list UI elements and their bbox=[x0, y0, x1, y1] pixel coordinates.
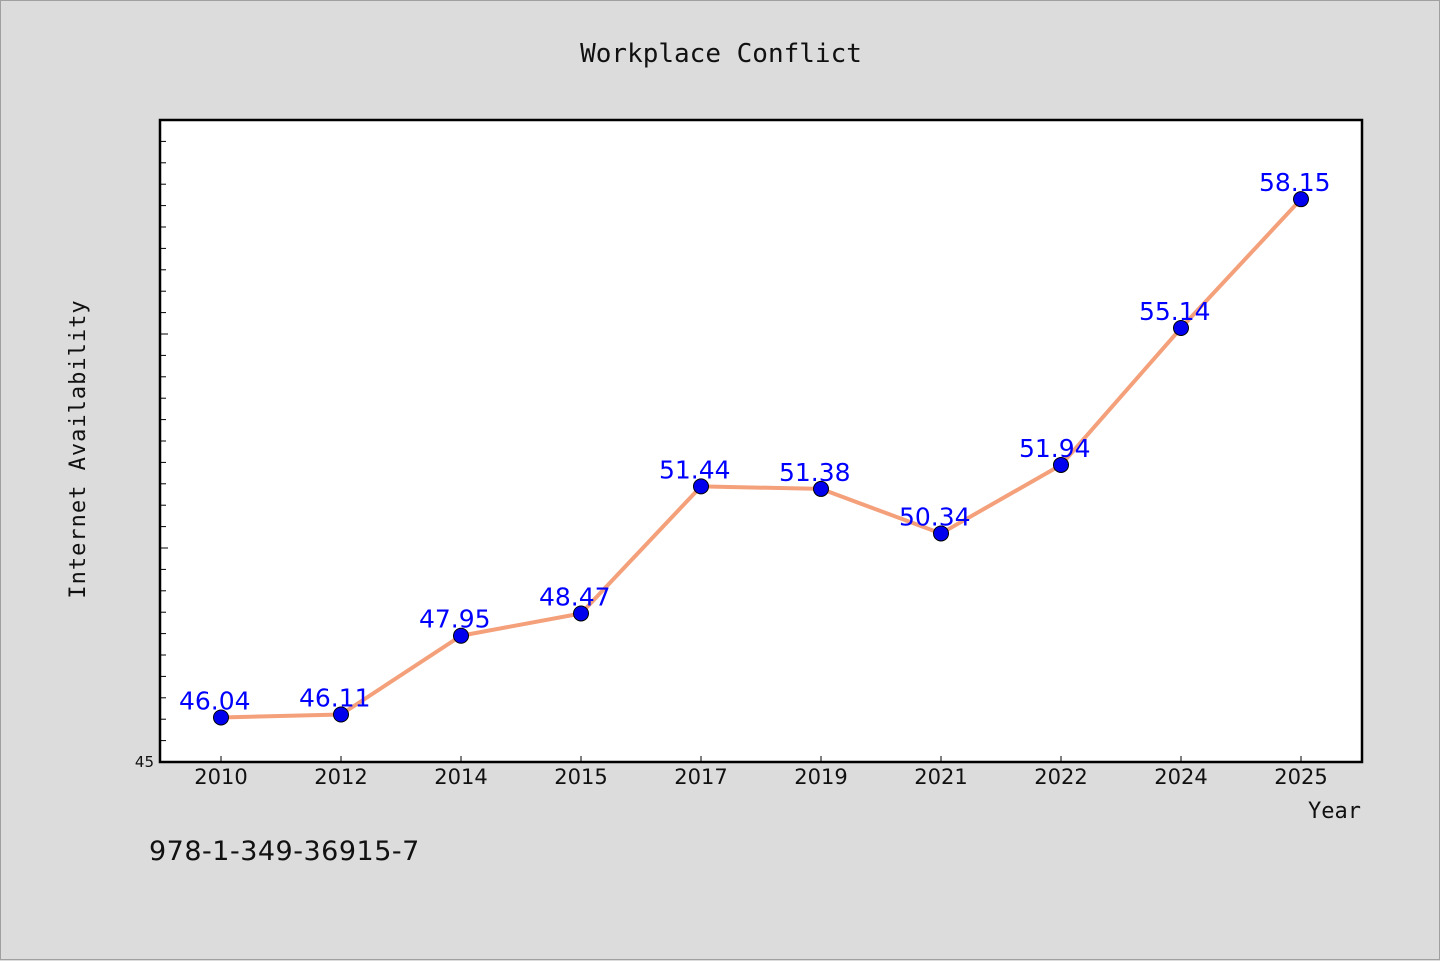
x-tick-label: 2014 bbox=[434, 765, 487, 789]
data-point bbox=[693, 478, 709, 495]
data-label: 51.94 bbox=[1019, 434, 1091, 463]
data-label: 55.14 bbox=[1139, 297, 1211, 326]
data-label: 50.34 bbox=[899, 502, 971, 531]
data-label: 48.47 bbox=[539, 582, 611, 611]
x-tick-label: 2019 bbox=[794, 765, 847, 789]
data-label: 46.04 bbox=[179, 686, 251, 715]
data-label: 46.11 bbox=[299, 683, 371, 712]
data-label: 47.95 bbox=[419, 605, 491, 634]
x-tick-label: 2017 bbox=[674, 765, 727, 789]
x-tick-label: 2012 bbox=[314, 765, 367, 789]
x-tick-label: 2024 bbox=[1154, 765, 1207, 789]
x-tick-label: 2022 bbox=[1034, 765, 1087, 789]
chart-title: Workplace Conflict bbox=[580, 39, 862, 69]
data-point bbox=[1173, 320, 1189, 337]
data-point bbox=[1053, 456, 1069, 473]
y-axis-label: Internet Availability bbox=[66, 299, 91, 598]
data-point bbox=[933, 525, 949, 542]
series-layer: 46.04 46.11 47.95 48.47 51.44 51.38 50.34 51.94… bbox=[179, 168, 1331, 726]
y-tick-label: 45 bbox=[135, 753, 154, 771]
x-tick-label: 2010 bbox=[194, 765, 247, 789]
data-label: 58.15 bbox=[1259, 168, 1331, 197]
data-point bbox=[573, 605, 589, 622]
x-tick-label: 2021 bbox=[914, 765, 967, 789]
x-axis-ticks: 2010 2012 2014 2015 2017 2019 2021 2022 2024 2025 bbox=[194, 756, 1328, 789]
x-tick-label: 2015 bbox=[554, 765, 607, 789]
data-point bbox=[813, 480, 829, 497]
data-label: 51.38 bbox=[779, 458, 851, 487]
data-point bbox=[333, 706, 349, 723]
data-point bbox=[213, 709, 229, 726]
data-point bbox=[1293, 191, 1309, 208]
series-line bbox=[219, 197, 1303, 720]
data-label: 51.44 bbox=[659, 455, 731, 484]
plot-area bbox=[158, 118, 1364, 764]
x-axis-label: Year bbox=[1308, 799, 1361, 824]
isbn-text: 978-1-349-36915-7 bbox=[149, 836, 420, 867]
y-axis-ticks: 45 bbox=[135, 140, 168, 771]
x-tick-label: 2025 bbox=[1274, 765, 1327, 789]
data-point bbox=[453, 627, 469, 644]
